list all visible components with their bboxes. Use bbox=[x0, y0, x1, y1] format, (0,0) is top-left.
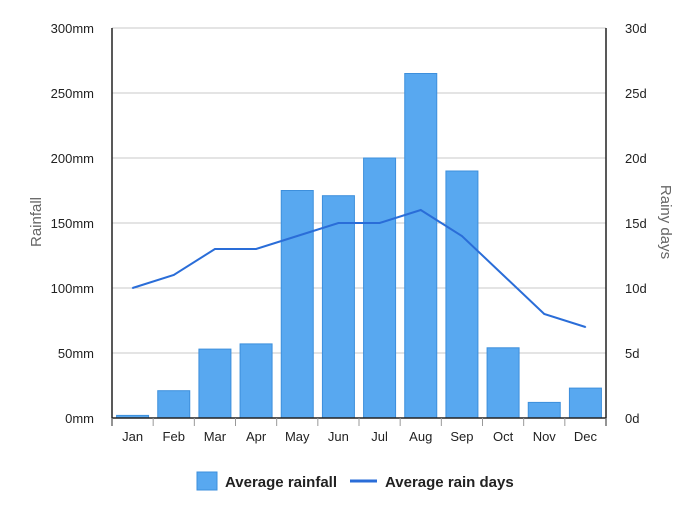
left-tick-label: 150mm bbox=[51, 216, 94, 231]
bar-feb bbox=[157, 390, 191, 419]
rain-days-point-feb bbox=[172, 274, 175, 276]
bar-oct bbox=[486, 347, 520, 419]
bar-jun bbox=[321, 195, 355, 419]
bar-apr bbox=[239, 343, 273, 419]
rain-days-point-jul bbox=[378, 222, 381, 224]
rain-days-point-dec bbox=[584, 326, 587, 328]
right-tick-label: 30d bbox=[625, 21, 647, 36]
right-axis-title: Rainy days bbox=[657, 185, 674, 259]
rain-days-point-aug bbox=[419, 209, 422, 211]
bar-dec bbox=[568, 387, 602, 419]
left-tick-label: 250mm bbox=[51, 86, 94, 101]
x-tick-label: Apr bbox=[246, 429, 267, 444]
rain-days-point-jun bbox=[337, 222, 340, 224]
x-tick-label: Feb bbox=[163, 429, 185, 444]
x-tick-label: Nov bbox=[533, 429, 557, 444]
right-axis-ticks: 0d 5d 10d 15d 20d 25d 30d bbox=[625, 21, 647, 426]
left-tick-label: 300mm bbox=[51, 21, 94, 36]
x-axis-ticks: Jan Feb Mar Apr May Jun Jul Aug Sep Oct Nov Dec bbox=[122, 429, 597, 444]
x-tick-label: Aug bbox=[409, 429, 432, 444]
right-tick-label: 10d bbox=[625, 281, 647, 296]
rain-days-point-oct bbox=[502, 274, 504, 276]
rain-days-point-nov bbox=[543, 313, 546, 315]
x-tick-label: Dec bbox=[574, 429, 598, 444]
left-tick-label: 100mm bbox=[51, 281, 94, 296]
rain-days-point-apr bbox=[255, 248, 257, 250]
rain-days-point-jan bbox=[131, 287, 134, 289]
x-tick-label: Mar bbox=[204, 429, 227, 444]
right-tick-label: 15d bbox=[625, 216, 647, 231]
bar-mar bbox=[198, 348, 232, 419]
axes bbox=[111, 28, 607, 426]
legend: Average rainfall Average rain days bbox=[196, 471, 514, 491]
bar-sep bbox=[445, 170, 479, 419]
legend-label-rain-days: Average rain days bbox=[385, 474, 514, 491]
rain-days-line-group bbox=[131, 208, 587, 328]
rain-days-point-may bbox=[296, 235, 299, 237]
x-tick-label: Oct bbox=[493, 429, 514, 444]
right-tick-label: 20d bbox=[625, 151, 647, 166]
x-tick-label: Jan bbox=[122, 429, 143, 444]
left-axis-title: Rainfall bbox=[28, 197, 45, 247]
gridlines bbox=[112, 27, 606, 419]
bar-nov bbox=[527, 401, 561, 419]
x-tick-label: Jul bbox=[371, 429, 388, 444]
left-tick-label: 200mm bbox=[51, 151, 94, 166]
rain-days-point-mar bbox=[214, 248, 216, 250]
left-tick-label: 50mm bbox=[58, 346, 94, 361]
legend-label-rainfall: Average rainfall bbox=[225, 474, 337, 491]
rain-days-line bbox=[132, 208, 586, 328]
bar-aug bbox=[404, 73, 438, 419]
right-tick-label: 0d bbox=[625, 411, 639, 426]
rain-days-point-sep bbox=[461, 235, 463, 237]
legend-swatch-rainfall bbox=[196, 471, 218, 491]
x-tick-label: May bbox=[285, 429, 310, 444]
right-tick-label: 5d bbox=[625, 346, 639, 361]
left-tick-label: 0mm bbox=[65, 411, 94, 426]
left-axis-ticks: 0mm 50mm 100mm 150mm 200mm 250mm 300mm bbox=[51, 21, 94, 426]
x-tick-label: Sep bbox=[450, 429, 473, 444]
bars bbox=[116, 73, 602, 419]
bar-jul bbox=[363, 157, 397, 419]
right-tick-label: 25d bbox=[625, 86, 647, 101]
x-tick-label: Jun bbox=[328, 429, 349, 444]
bar-may bbox=[280, 190, 314, 419]
